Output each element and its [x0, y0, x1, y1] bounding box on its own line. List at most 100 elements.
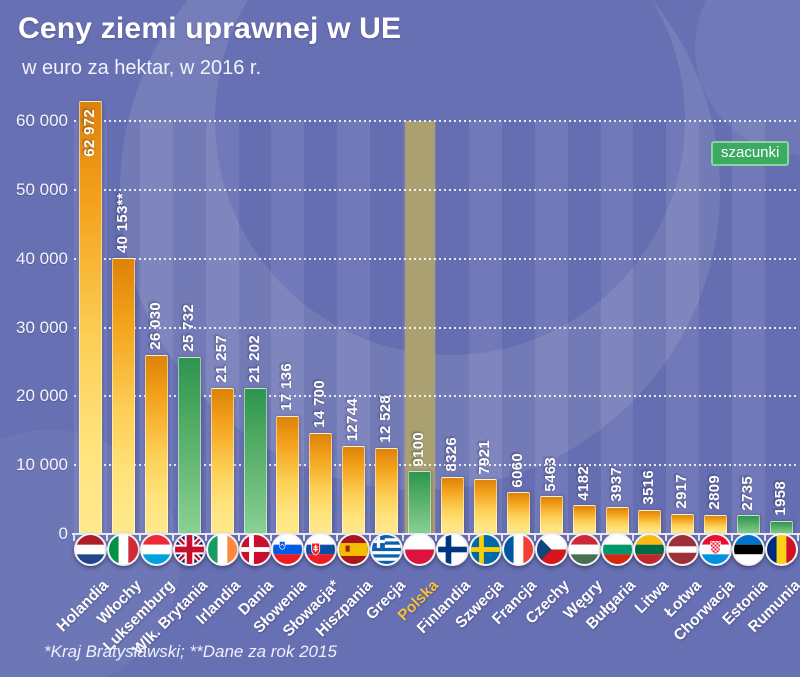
flag-icon-lotwa — [666, 533, 700, 566]
value-label-estonia: 2735 — [739, 475, 757, 511]
flag-icon-finlandia — [435, 533, 469, 566]
value-label-dania: 21 202 — [245, 335, 263, 384]
value-label-slowacja: 14 700 — [311, 380, 329, 428]
value-label-wlk-brytania: 25 732 — [179, 304, 197, 352]
value-label-irlandia: 21 257 — [212, 335, 230, 383]
y-tick-label-0: 0 — [58, 524, 68, 543]
x-axis-tick — [73, 535, 75, 541]
bar-lotwa — [671, 513, 695, 534]
y-tick-label-50000: 50 000 — [16, 179, 68, 199]
gridline-10000 — [74, 464, 798, 467]
flag-icon-luksemburg — [139, 533, 173, 566]
value-label-wegry: 4182 — [574, 465, 592, 501]
value-label-lotwa: 2917 — [673, 474, 691, 509]
flag-icon-litwa — [633, 533, 667, 566]
value-label-chorwacja: 2809 — [706, 475, 724, 510]
flag-icon-czechy — [534, 533, 568, 566]
x-axis-tick — [435, 535, 437, 541]
value-label-holandia: 62 972 — [80, 108, 98, 157]
x-axis-tick — [566, 535, 569, 541]
y-tick-label-60000: 60 000 — [16, 111, 68, 130]
flag-icon-wlk-brytania — [172, 533, 206, 566]
value-label-litwa: 3516 — [640, 470, 658, 505]
flag-icon-bulgaria — [600, 533, 634, 566]
bar-finlandia — [440, 476, 464, 534]
flag-icon-rumunia — [765, 533, 799, 566]
bar-wlochy — [111, 257, 135, 534]
x-axis-tick — [369, 535, 372, 541]
y-tick-label-10000: 10 000 — [16, 455, 68, 475]
x-axis-line — [72, 533, 800, 535]
bar-grecja — [375, 447, 399, 534]
footnote: *Kraj Bratysławski; **Dane za rok 2015 — [44, 642, 337, 661]
flag-icon-francja — [501, 533, 535, 566]
x-axis-tick — [500, 535, 503, 541]
flag-icon-holandia — [73, 533, 107, 566]
bar-holandia — [78, 100, 102, 534]
bar-francja — [506, 492, 530, 534]
x-axis-tick — [402, 535, 405, 541]
x-axis-tick — [698, 535, 701, 541]
flag-icon-polska — [403, 533, 437, 566]
bar-wegry — [572, 505, 596, 534]
bar-szwecja — [473, 479, 497, 534]
gridline-60000 — [74, 120, 798, 122]
x-axis-tick — [467, 535, 470, 541]
bar-estonia — [737, 515, 761, 534]
bar-chorwacja — [704, 514, 728, 534]
gridline-20000 — [74, 395, 798, 398]
x-axis-tick — [632, 535, 635, 541]
value-label-rumunia: 1958 — [772, 480, 790, 516]
value-label-wlochy: 40 153** — [113, 192, 131, 253]
flag-icon-estonia — [732, 533, 766, 566]
value-label-szwecja: 7921 — [475, 439, 493, 475]
bar-polska — [408, 471, 432, 534]
flag-icon-dania — [238, 533, 272, 566]
x-axis-tick — [204, 535, 207, 541]
x-axis-tick — [138, 535, 141, 541]
gridline-50000 — [74, 188, 798, 191]
x-axis-tick — [237, 535, 240, 541]
bar-luksemburg — [144, 354, 168, 534]
y-tick-label-40000: 40 000 — [16, 248, 68, 268]
page-title: Ceny ziemi uprawnej w UE — [18, 12, 402, 45]
plot-area: 62 972 40 153** 26 030 25 732 21 257 21 202 17… — [54, 95, 800, 658]
page-subtitle: w euro za hektar, w 2016 r. — [22, 57, 262, 79]
x-axis-tick — [731, 535, 734, 541]
x-axis-tick — [599, 535, 602, 541]
flag-icon-slowenia — [271, 533, 305, 566]
bar-rumunia — [770, 520, 794, 534]
flag-icon-chorwacja — [699, 533, 733, 566]
value-label-slowenia: 17 136 — [278, 363, 296, 412]
value-label-polska: 9100 — [410, 431, 428, 467]
x-axis-tick — [665, 535, 668, 541]
y-tick-label-30000: 30 000 — [16, 317, 68, 337]
x-axis-tick — [797, 535, 799, 541]
gridline-40000 — [74, 257, 798, 260]
estimates-legend-badge: szacunki — [711, 141, 790, 166]
bar-bulgaria — [605, 506, 629, 534]
bar-czechy — [539, 496, 563, 534]
value-label-bulgaria: 3937 — [607, 467, 625, 502]
bar-wlk-brytania — [177, 356, 201, 534]
y-tick-label-20000: 20 000 — [16, 386, 68, 406]
y-axis: 0 10 000 20 000 30 000 40 000 50 000 60 000 — [0, 95, 68, 543]
x-axis-tick — [270, 535, 273, 541]
x-axis-tick — [764, 535, 767, 541]
value-label-hiszpania: 12744 — [344, 398, 362, 442]
flag-icon-slowacja — [304, 533, 338, 566]
flag-icon-irlandia — [205, 533, 239, 566]
value-label-francja: 6060 — [508, 452, 526, 488]
x-axis-tick — [171, 535, 174, 541]
bar-hiszpania — [342, 446, 366, 534]
flag-icon-wegry — [567, 533, 601, 566]
x-axis-tick — [336, 535, 339, 541]
value-label-luksemburg: 26 030 — [146, 302, 164, 350]
bar-slowenia — [276, 416, 300, 534]
bar-slowacja — [309, 432, 333, 534]
bar-dania — [243, 388, 267, 534]
bar-irlandia — [210, 387, 234, 534]
value-label-finlandia: 8326 — [442, 437, 460, 472]
